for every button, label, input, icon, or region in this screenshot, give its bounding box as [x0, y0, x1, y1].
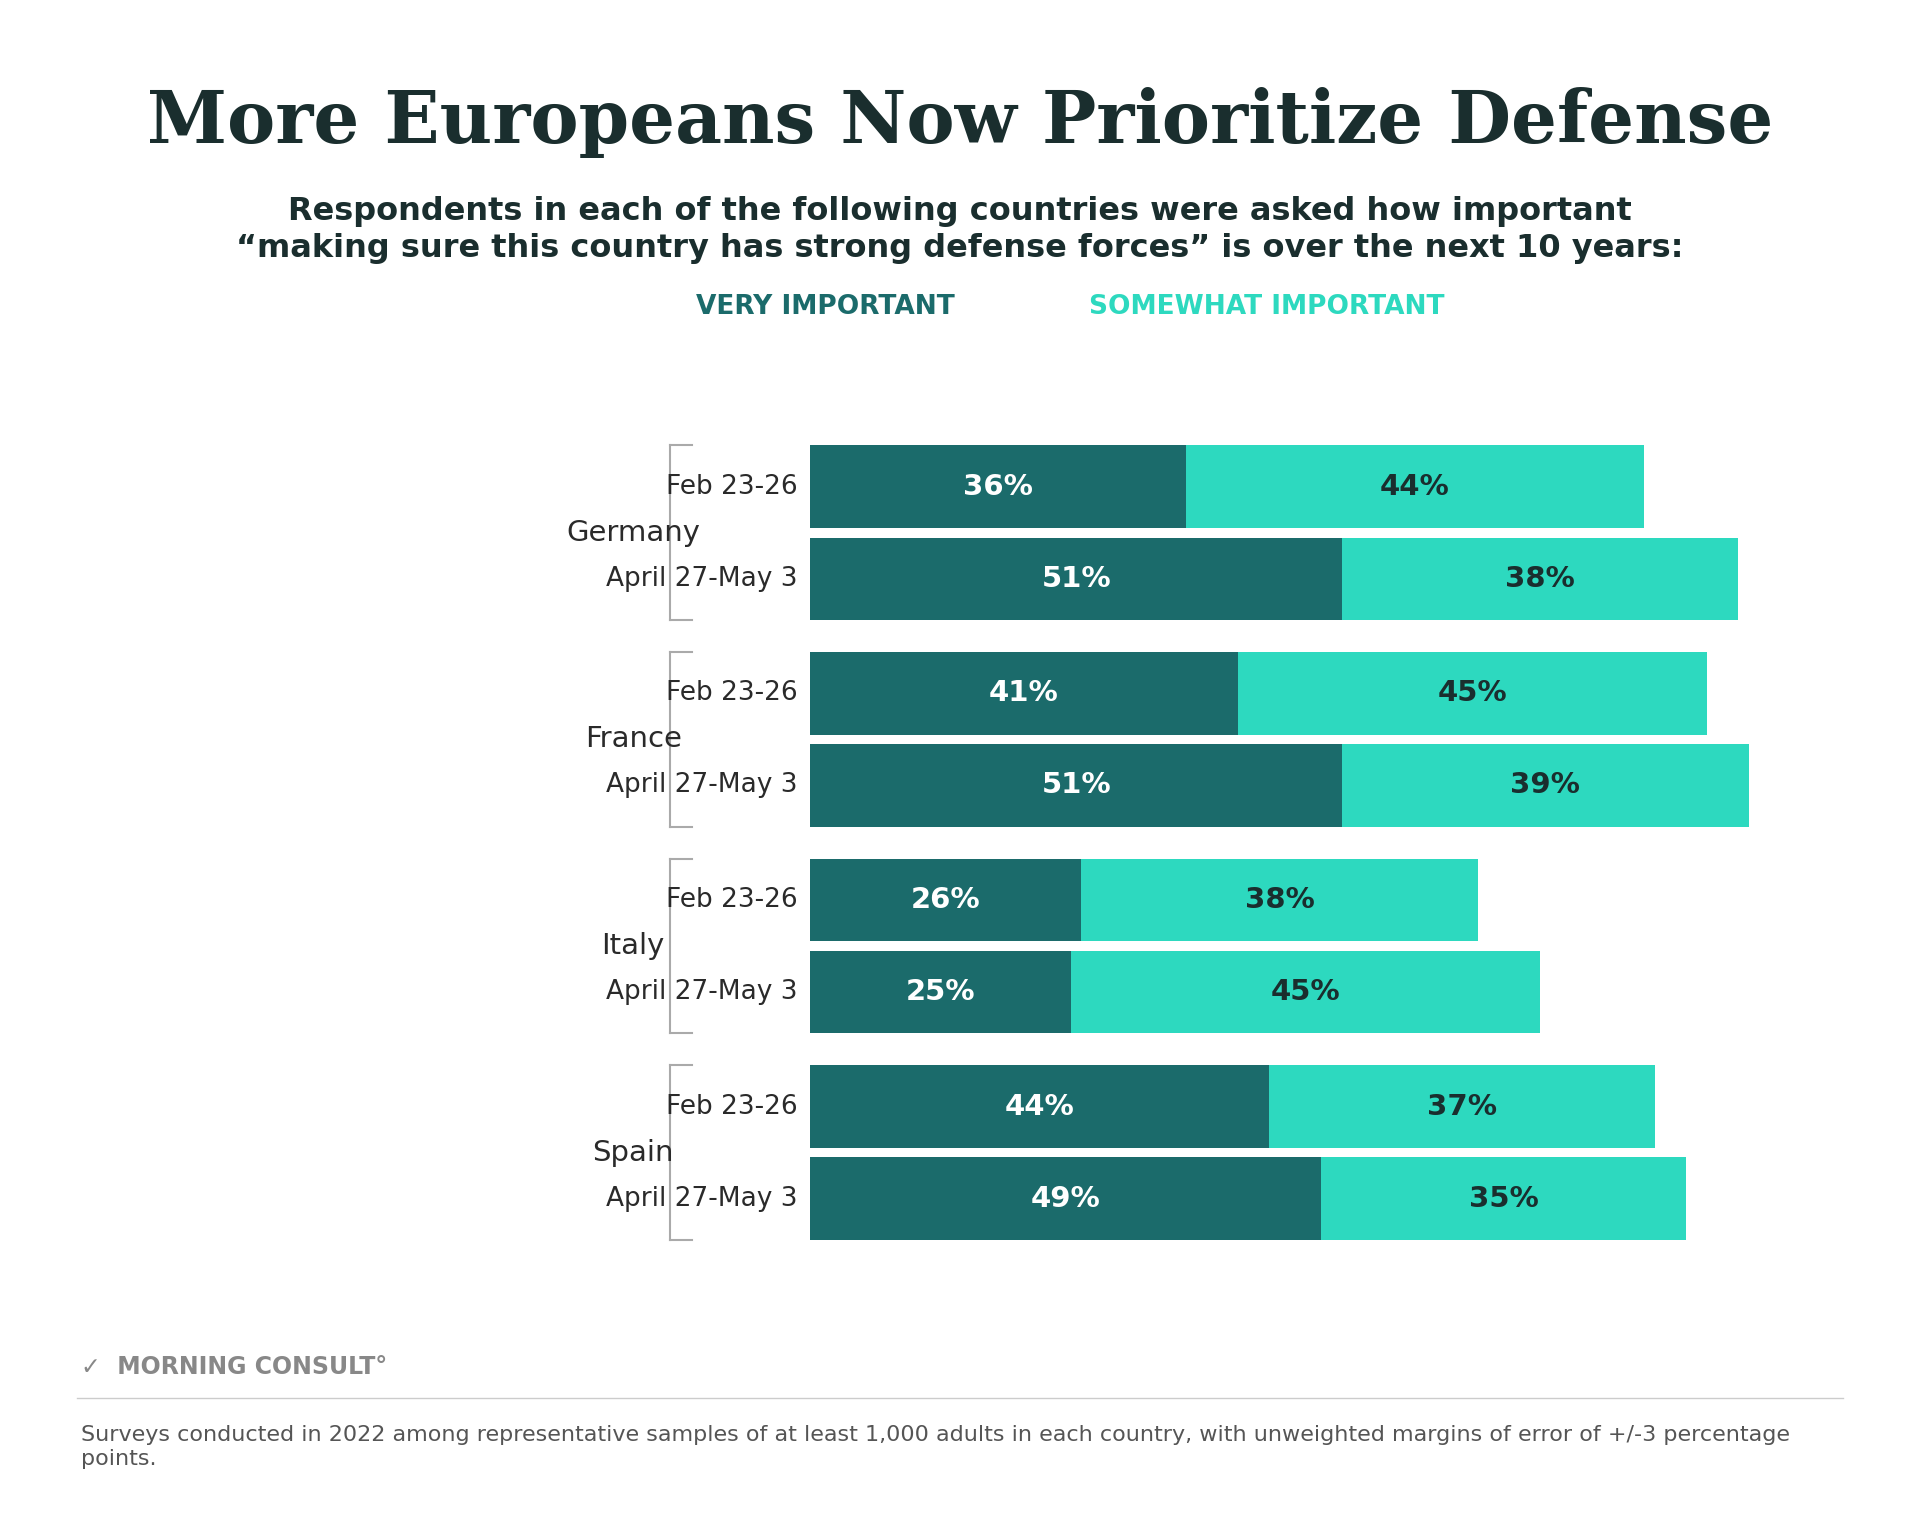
Text: Feb 23-26: Feb 23-26 — [666, 473, 799, 499]
Text: 39%: 39% — [1511, 771, 1580, 800]
Bar — [1081, 859, 1478, 942]
Bar — [810, 445, 1185, 528]
Text: 38%: 38% — [1505, 565, 1574, 593]
Bar — [1342, 743, 1749, 826]
Bar — [810, 1158, 1321, 1240]
Text: 44%: 44% — [1380, 473, 1450, 501]
Bar — [810, 951, 1071, 1034]
Text: Italy: Italy — [601, 932, 664, 960]
Bar — [810, 538, 1342, 621]
Text: Respondents in each of the following countries were asked how important: Respondents in each of the following cou… — [288, 197, 1632, 227]
Bar — [810, 743, 1342, 826]
Text: Germany: Germany — [566, 519, 701, 547]
Text: 35%: 35% — [1469, 1184, 1538, 1213]
Bar — [1238, 651, 1707, 734]
Text: “making sure this country has strong defense forces” is over the next 10 years:: “making sure this country has strong def… — [236, 233, 1684, 264]
Text: 44%: 44% — [1004, 1092, 1075, 1121]
Text: April 27-May 3: April 27-May 3 — [607, 565, 799, 591]
Bar — [810, 1066, 1269, 1147]
Text: 38%: 38% — [1244, 886, 1315, 914]
Bar — [810, 651, 1238, 734]
Text: 36%: 36% — [964, 473, 1033, 501]
Text: 25%: 25% — [906, 978, 975, 1006]
Text: 41%: 41% — [989, 679, 1060, 707]
Text: April 27-May 3: April 27-May 3 — [607, 773, 799, 799]
Text: 45%: 45% — [1271, 978, 1340, 1006]
Text: 51%: 51% — [1041, 565, 1112, 593]
Text: 51%: 51% — [1041, 771, 1112, 800]
Text: SOMEWHAT IMPORTANT: SOMEWHAT IMPORTANT — [1089, 295, 1446, 319]
Bar — [1269, 1066, 1655, 1147]
Text: Feb 23-26: Feb 23-26 — [666, 1094, 799, 1120]
Bar — [810, 859, 1081, 942]
Text: France: France — [584, 725, 682, 753]
Text: VERY IMPORTANT: VERY IMPORTANT — [697, 295, 954, 319]
Text: Spain: Spain — [593, 1138, 674, 1167]
Bar — [1071, 951, 1540, 1034]
Text: 49%: 49% — [1031, 1184, 1100, 1213]
Bar — [1342, 538, 1738, 621]
Text: Feb 23-26: Feb 23-26 — [666, 680, 799, 707]
Text: 37%: 37% — [1427, 1092, 1498, 1121]
Text: April 27-May 3: April 27-May 3 — [607, 978, 799, 1005]
Bar — [1185, 445, 1644, 528]
Bar — [1321, 1158, 1686, 1240]
Text: April 27-May 3: April 27-May 3 — [607, 1186, 799, 1212]
Text: 45%: 45% — [1438, 679, 1507, 707]
Text: More Europeans Now Prioritize Defense: More Europeans Now Prioritize Defense — [146, 88, 1774, 158]
Text: Feb 23-26: Feb 23-26 — [666, 886, 799, 912]
Text: ✓  MORNING CONSULT°: ✓ MORNING CONSULT° — [81, 1355, 388, 1379]
Text: Surveys conducted in 2022 among representative samples of at least 1,000 adults : Surveys conducted in 2022 among represen… — [81, 1425, 1789, 1468]
Text: 26%: 26% — [910, 886, 981, 914]
